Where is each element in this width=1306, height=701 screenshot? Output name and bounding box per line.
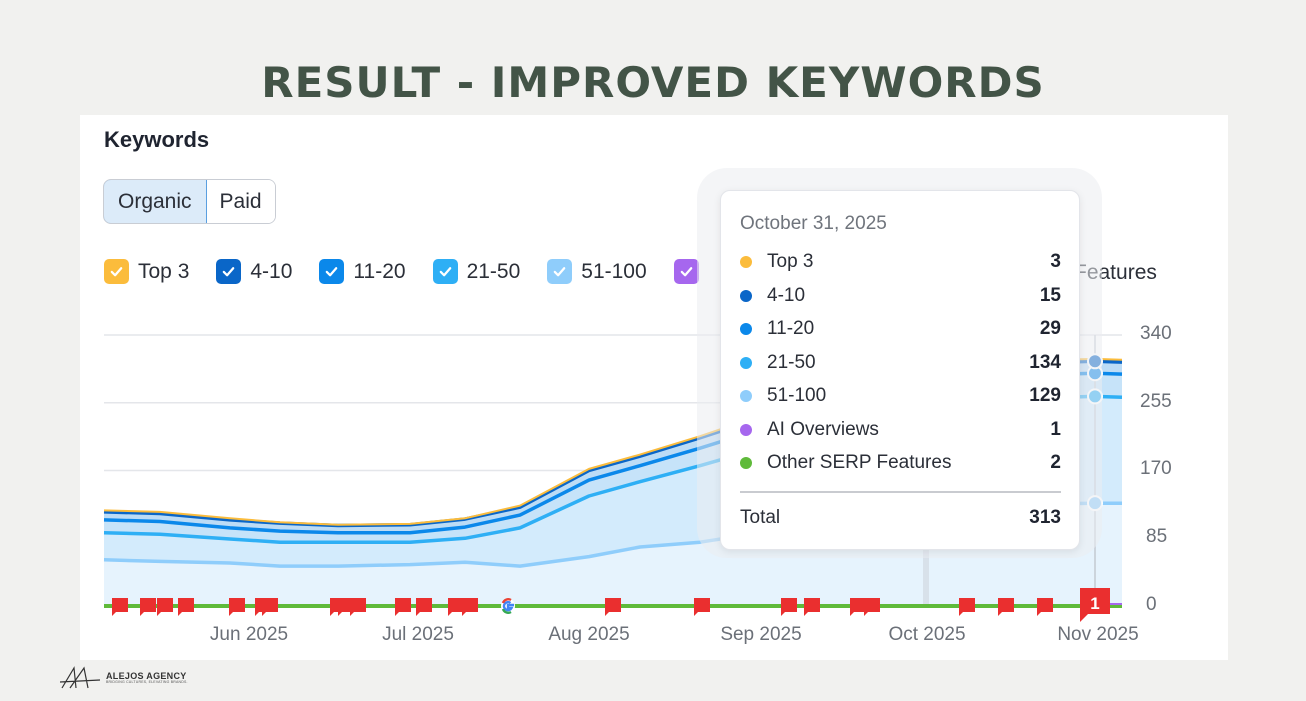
tooltip-row-value: 129 [1029,385,1061,406]
x-tick-oct: Oct 2025 [888,624,966,645]
tooltip-row: 21-50 134 [740,352,1061,374]
tooltip-row-label: 11-20 [767,318,815,339]
checkbox-checked-icon[interactable] [104,259,129,284]
tooltip-row-label: Top 3 [767,251,814,272]
y-tick-170: 170 [1140,458,1172,479]
flag-marker-icon[interactable] [350,598,366,616]
tooltip-row-value: 15 [1039,284,1061,306]
checkbox-checked-icon[interactable] [432,259,458,284]
y-tick-340: 340 [1140,323,1172,344]
legend-item-4-10[interactable]: 4-10 [216,259,292,284]
legend-label: 4-10 [250,259,293,283]
tooltip-row-label: 21-50 [767,351,816,373]
flag-marker-icon[interactable] [416,598,432,616]
tooltip-row-label: 4-10 [767,284,806,306]
legend-label: 51-100 [581,259,647,283]
tooltip-row: 4-10 15 [740,285,1061,307]
tooltip-row-value: 29 [1039,318,1061,339]
flag-marker-icon[interactable] [694,598,710,616]
tooltip-row-value: 2 [1050,452,1061,473]
flag-count-icon[interactable] [1080,588,1110,622]
flag-marker-icon[interactable] [262,598,278,616]
organic-tab[interactable]: Organic [103,180,207,223]
tooltip-date: October 31, 2025 [740,213,887,234]
legend-label: 11-20 [353,259,406,283]
tooltip-total-value: 313 [1029,507,1061,528]
legend-item-ai-overviews[interactable] [673,259,708,284]
flag-marker-icon[interactable] [781,598,797,616]
flag-marker-icon[interactable] [178,598,194,616]
series-dot-icon [740,323,752,335]
organic-paid-toggle: Organic Paid [103,179,276,224]
tooltip-row: Top 3 3 [740,251,1061,273]
keywords-card: Keywords Organic Paid Top 3 4-10 11-20 21-5… [80,115,1228,660]
legend-label: 21-50 [466,259,521,283]
tooltip-row-value: 134 [1029,351,1061,373]
logo-tagline: BRIDGING CULTURES, ELEVATING BRANDS. [106,679,188,684]
y-tick-0: 0 [1146,594,1157,615]
flag-marker-icon[interactable] [395,598,411,616]
checkbox-checked-icon[interactable] [547,259,573,284]
series-dot-icon [740,256,752,268]
legend-item-21-50[interactable]: 21-50 [432,259,521,284]
series-dot-icon [740,356,752,369]
x-tick-jul: Jul 2025 [382,624,454,645]
legend-item-top-3[interactable]: Top 3 [104,259,189,284]
paid-tab[interactable]: Paid [206,180,275,223]
tooltip-row-label: AI Overviews [767,418,879,440]
tooltip-row-label: 51-100 [767,385,827,406]
agency-logo: ALEJOS AGENCY BRIDGING CULTURES, ELEVATI… [60,666,188,690]
flag-marker-icon[interactable] [605,598,621,616]
tooltip-row-value: 1 [1050,418,1061,440]
google-g-green [501,608,512,614]
tooltip-row: Other SERP Features 2 [740,452,1061,474]
tooltip-row: AI Overviews 1 [740,419,1061,441]
flag-marker-icon[interactable] [998,598,1014,616]
flag-marker-icon[interactable] [1037,598,1053,616]
series-dot-icon [740,423,752,436]
legend-label: Top 3 [138,259,190,283]
flag-marker-icon[interactable] [157,598,173,616]
checkbox-checked-icon[interactable] [673,259,699,284]
tooltip-row-value: 3 [1050,251,1061,272]
flag-marker-icon[interactable] [462,598,478,616]
x-tick-sep: Sep 2025 [720,624,802,645]
tooltip-row: 11-20 29 [740,318,1061,340]
google-update-icon[interactable] [502,600,514,612]
card-title: Keywords [104,127,210,152]
flag-marker-icon[interactable] [140,598,156,616]
flag-marker-icon[interactable] [448,598,464,616]
checkbox-checked-icon[interactable] [216,259,242,284]
legend-item-11-20[interactable]: 11-20 [319,259,406,284]
flag-marker-icon[interactable] [112,598,128,616]
chart-tooltip: October 31, 2025 Top 3 3 4-10 15 11-20 29 21-5… [720,190,1080,550]
flag-count-label: 1 [1090,594,1099,613]
page-title: RESULT - IMPROVED KEYWORDS [261,58,1045,107]
logo-mark-icon [60,666,100,689]
flag-marker-icon[interactable] [850,598,866,616]
x-tick-nov: Nov 2025 [1057,624,1139,645]
tooltip-divider [740,491,1061,493]
series-dot-icon [740,390,752,402]
x-tick-jun: Jun 2025 [209,624,289,645]
logo-name: ALEJOS AGENCY [106,670,187,681]
checkbox-checked-icon[interactable] [319,259,345,284]
series-dot-icon [740,457,752,469]
tooltip-total-row: Total 313 [740,507,1061,529]
chart-legend: Top 3 4-10 11-20 21-50 51-100 [104,259,735,284]
tooltip-row: 51-100 129 [740,385,1061,407]
legend-item-51-100[interactable]: 51-100 [547,259,647,284]
tooltip-row-label: Other SERP Features [767,452,952,473]
y-tick-255: 255 [1140,391,1172,412]
flag-marker-icon[interactable] [959,598,975,616]
flag-marker-icon[interactable] [864,598,880,616]
flag-marker-icon[interactable] [804,598,820,616]
y-tick-85: 85 [1146,526,1168,547]
flag-marker-icon[interactable] [229,598,245,616]
x-tick-aug: Aug 2025 [548,624,630,645]
google-g-red [501,598,512,604]
series-dot-icon [740,289,752,302]
tooltip-total-label: Total [740,507,781,528]
